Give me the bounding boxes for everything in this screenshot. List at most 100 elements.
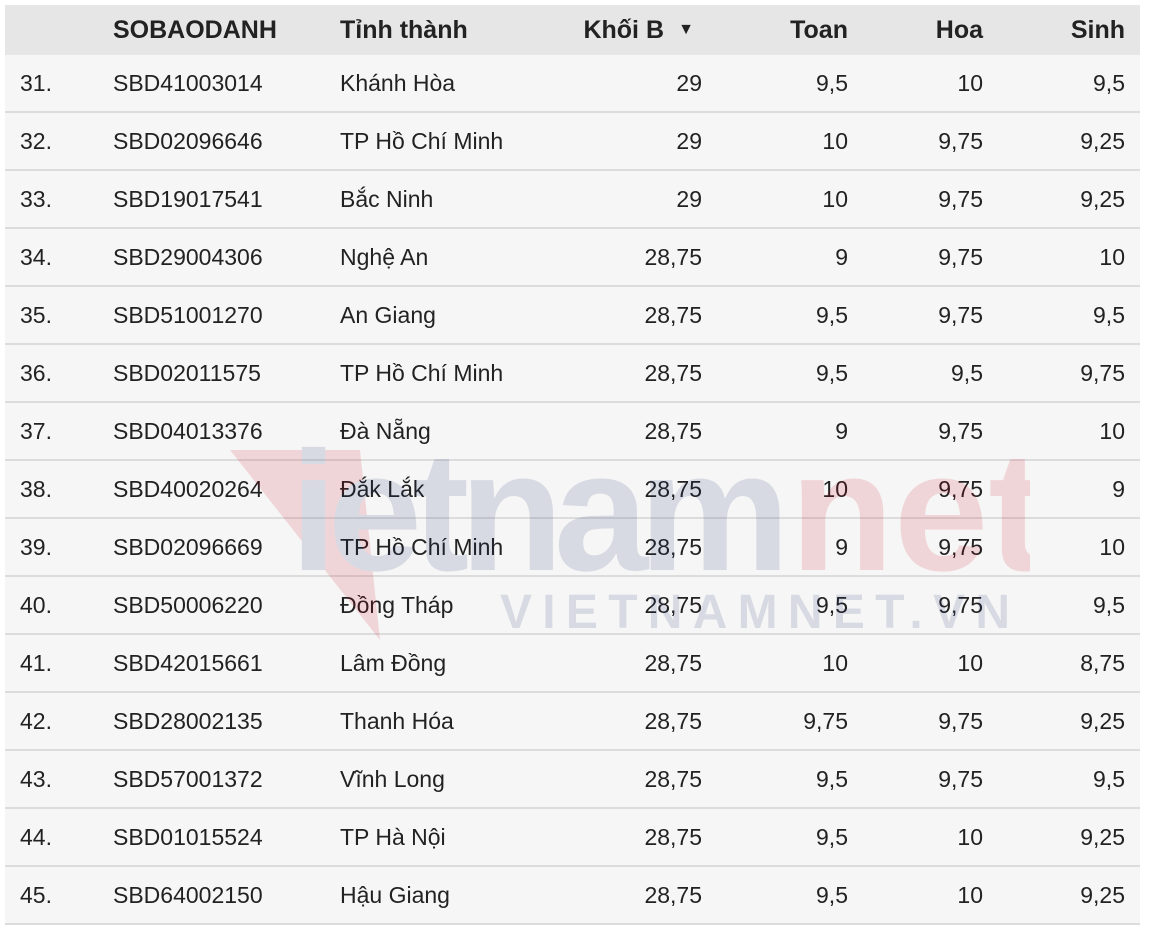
toan-cell: 10 xyxy=(822,128,848,154)
header-sinh[interactable]: Sinh xyxy=(1070,16,1125,44)
toan-cell: 10 xyxy=(822,186,848,212)
sobaodanh-cell: SBD02096669 xyxy=(113,534,263,560)
rank-cell: 38. xyxy=(20,476,52,502)
province-cell: Đà Nẵng xyxy=(340,418,431,444)
header-hoa[interactable]: Hoa xyxy=(935,16,983,44)
province-cell: TP Hà Nội xyxy=(340,824,446,850)
rank-cell: 37. xyxy=(20,418,52,444)
khoi-b-cell: 28,75 xyxy=(644,476,702,502)
table-body: 31. SBD41003014 Khánh Hòa 29 9,5 10 9,5 32. SBD0… xyxy=(5,55,1140,925)
rank-cell: 35. xyxy=(20,302,52,328)
table-row: 43. SBD57001372 Vĩnh Long 28,75 9,5 9,75 9,5 xyxy=(5,751,1140,809)
toan-cell: 10 xyxy=(822,650,848,676)
province-cell: Đắk Lắk xyxy=(340,476,425,502)
table-header: SOBAODANH Tỉnh thành Khối B ▼ Toan Hoa S… xyxy=(5,5,1140,55)
toan-cell: 9,5 xyxy=(816,592,848,618)
rank-cell: 31. xyxy=(20,70,52,96)
rank-cell: 36. xyxy=(20,360,52,386)
rank-cell: 34. xyxy=(20,244,52,270)
toan-cell: 9,5 xyxy=(816,302,848,328)
sobaodanh-cell: SBD29004306 xyxy=(113,244,263,270)
toan-cell: 9,5 xyxy=(816,824,848,850)
sort-descending-icon[interactable]: ▼ xyxy=(678,21,694,38)
table-row: 44. SBD01015524 TP Hà Nội 28,75 9,5 10 9,25 xyxy=(5,809,1140,867)
header-province[interactable]: Tỉnh thành xyxy=(340,16,468,44)
province-cell: An Giang xyxy=(340,302,436,328)
hoa-cell: 10 xyxy=(957,882,983,908)
khoi-b-cell: 28,75 xyxy=(644,824,702,850)
rank-cell: 42. xyxy=(20,708,52,734)
table-row: 40. SBD50006220 Đồng Tháp 28,75 9,5 9,75 9,5 xyxy=(5,577,1140,635)
header-khoi-b[interactable]: Khối B xyxy=(583,16,664,44)
province-cell: Vĩnh Long xyxy=(340,766,445,792)
sobaodanh-cell: SBD57001372 xyxy=(113,766,263,792)
khoi-b-cell: 28,75 xyxy=(644,650,702,676)
table-row: 42. SBD28002135 Thanh Hóa 28,75 9,75 9,75 9,25 xyxy=(5,693,1140,751)
hoa-cell: 9,75 xyxy=(938,302,983,328)
header-toan[interactable]: Toan xyxy=(790,16,848,44)
sobaodanh-cell: SBD28002135 xyxy=(113,708,263,734)
table-row: 35. SBD51001270 An Giang 28,75 9,5 9,75 9,5 xyxy=(5,287,1140,345)
scores-table: SOBAODANH Tỉnh thành Khối B ▼ Toan Hoa S… xyxy=(5,5,1140,925)
sinh-cell: 9,25 xyxy=(1080,882,1125,908)
khoi-b-cell: 28,75 xyxy=(644,534,702,560)
province-cell: Đồng Tháp xyxy=(340,592,454,618)
sinh-cell: 9,25 xyxy=(1080,824,1125,850)
province-cell: Khánh Hòa xyxy=(340,70,456,96)
province-cell: Nghệ An xyxy=(340,244,429,270)
khoi-b-cell: 28,75 xyxy=(644,244,702,270)
table-row: 34. SBD29004306 Nghệ An 28,75 9 9,75 10 xyxy=(5,229,1140,287)
khoi-b-cell: 28,75 xyxy=(644,302,702,328)
khoi-b-cell: 28,75 xyxy=(644,766,702,792)
sobaodanh-cell: SBD50006220 xyxy=(113,592,263,618)
rank-cell: 33. xyxy=(20,186,52,212)
sobaodanh-cell: SBD40020264 xyxy=(113,476,263,502)
sobaodanh-cell: SBD51001270 xyxy=(113,302,263,328)
table-row: 33. SBD19017541 Bắc Ninh 29 10 9,75 9,25 xyxy=(5,171,1140,229)
khoi-b-cell: 28,75 xyxy=(644,592,702,618)
khoi-b-cell: 28,75 xyxy=(644,882,702,908)
sinh-cell: 9,5 xyxy=(1093,70,1125,96)
rank-cell: 39. xyxy=(20,534,52,560)
sobaodanh-cell: SBD04013376 xyxy=(113,418,263,444)
table-row: 38. SBD40020264 Đắk Lắk 28,75 10 9,75 9 xyxy=(5,461,1140,519)
sinh-cell: 9,25 xyxy=(1080,708,1125,734)
sinh-cell: 9,5 xyxy=(1093,592,1125,618)
rank-cell: 45. xyxy=(20,882,52,908)
header-sobaodanh[interactable]: SOBAODANH xyxy=(113,16,277,44)
rank-cell: 44. xyxy=(20,824,52,850)
khoi-b-cell: 28,75 xyxy=(644,418,702,444)
sobaodanh-cell: SBD02011575 xyxy=(113,360,261,386)
sinh-cell: 8,75 xyxy=(1080,650,1125,676)
sobaodanh-cell: SBD01015524 xyxy=(113,824,263,850)
hoa-cell: 9,75 xyxy=(938,766,983,792)
hoa-cell: 10 xyxy=(957,824,983,850)
hoa-cell: 9,75 xyxy=(938,418,983,444)
toan-cell: 9 xyxy=(835,418,848,444)
rank-cell: 40. xyxy=(20,592,52,618)
rank-cell: 43. xyxy=(20,766,52,792)
khoi-b-cell: 29 xyxy=(676,128,702,154)
table-row: 41. SBD42015661 Lâm Đồng 28,75 10 10 8,75 xyxy=(5,635,1140,693)
toan-cell: 9,5 xyxy=(816,70,848,96)
province-cell: TP Hồ Chí Minh xyxy=(340,534,504,560)
toan-cell: 9,5 xyxy=(816,766,848,792)
sinh-cell: 9,75 xyxy=(1080,360,1125,386)
province-cell: TP Hồ Chí Minh xyxy=(340,360,504,386)
hoa-cell: 9,75 xyxy=(938,244,983,270)
table-row: 36. SBD02011575 TP Hồ Chí Minh 28,75 9,5 9,5 9… xyxy=(5,345,1140,403)
hoa-cell: 9,5 xyxy=(951,360,983,386)
table-row: 39. SBD02096669 TP Hồ Chí Minh 28,75 9 9,75 10 xyxy=(5,519,1140,577)
hoa-cell: 9,75 xyxy=(938,476,983,502)
hoa-cell: 10 xyxy=(957,70,983,96)
table-row: 37. SBD04013376 Đà Nẵng 28,75 9 9,75 10 xyxy=(5,403,1140,461)
hoa-cell: 9,75 xyxy=(938,186,983,212)
rank-cell: 32. xyxy=(20,128,52,154)
hoa-cell: 9,75 xyxy=(938,534,983,560)
sinh-cell: 10 xyxy=(1099,244,1125,270)
province-cell: Hậu Giang xyxy=(340,882,450,908)
sobaodanh-cell: SBD02096646 xyxy=(113,128,263,154)
province-cell: Bắc Ninh xyxy=(340,186,434,212)
toan-cell: 9 xyxy=(835,534,848,560)
sinh-cell: 9 xyxy=(1112,476,1125,502)
